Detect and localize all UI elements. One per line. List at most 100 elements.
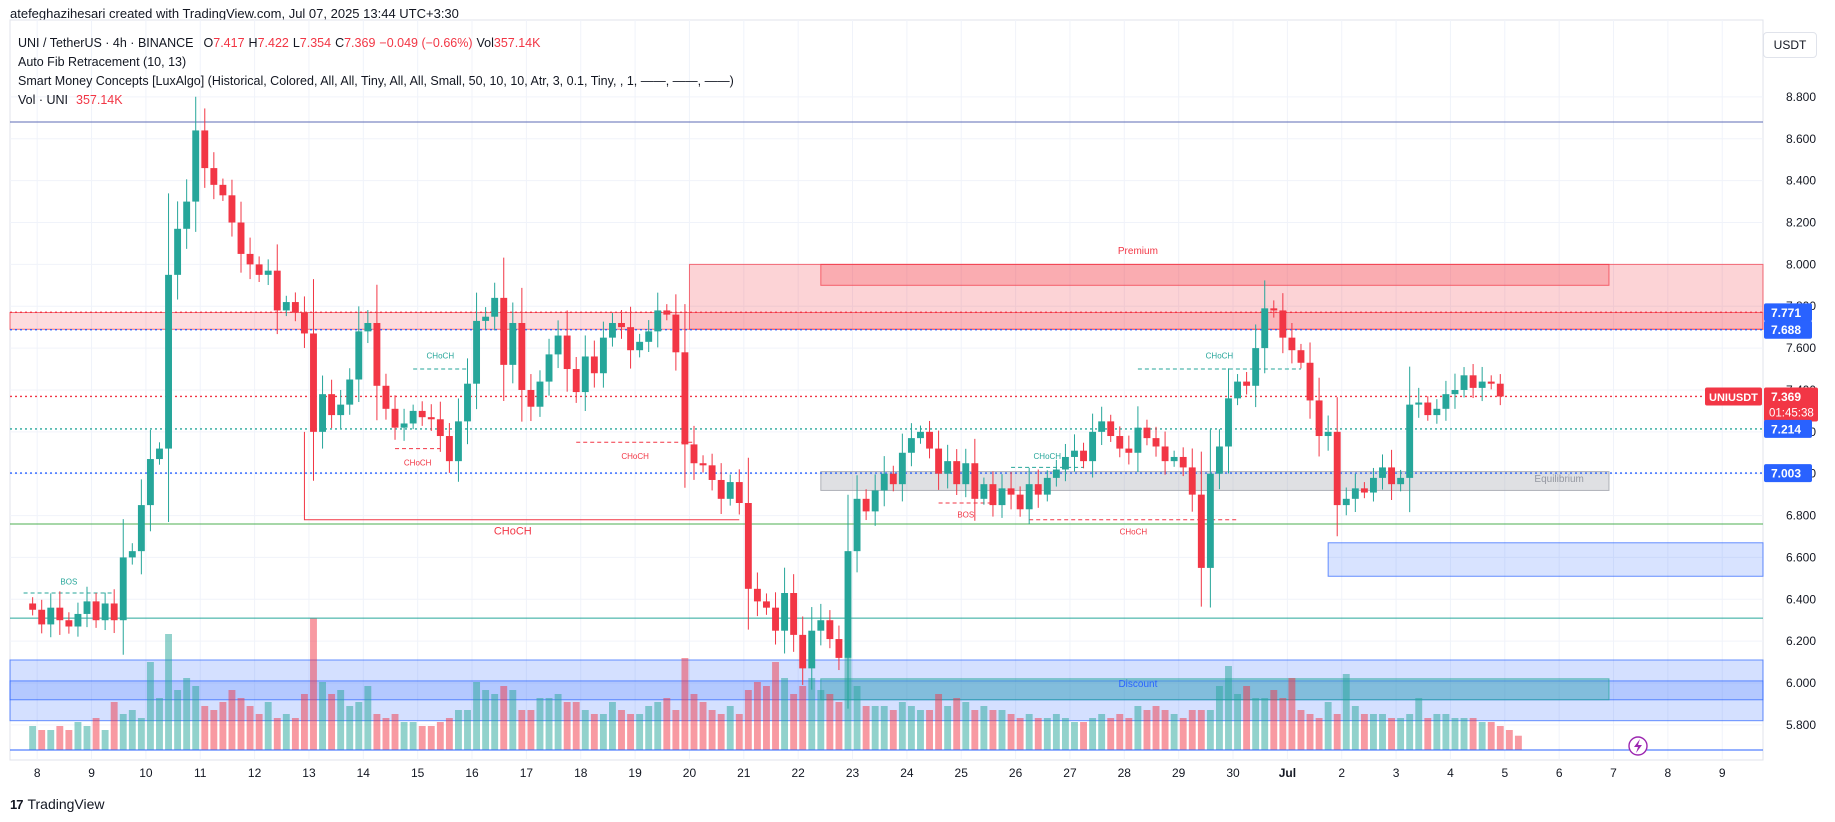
volume-bar — [518, 710, 526, 750]
volume-bar — [273, 718, 281, 750]
candle — [473, 292, 481, 410]
x-tick-label: 10 — [139, 766, 153, 780]
candle-body — [1179, 456, 1187, 468]
candle-body — [29, 603, 37, 610]
candle — [681, 304, 689, 488]
price-badge-text: 7.771 — [1771, 306, 1801, 320]
candle — [781, 567, 789, 654]
candle — [174, 201, 182, 300]
candle — [183, 179, 191, 249]
volume-bar — [1243, 686, 1251, 750]
candle-body — [681, 352, 689, 445]
x-tick-label: 12 — [248, 766, 262, 780]
candle-body — [554, 335, 562, 355]
candle-body — [1415, 402, 1423, 405]
candle — [1225, 368, 1232, 474]
high-label: H — [248, 36, 258, 50]
volume-bar — [174, 690, 182, 750]
candle — [554, 320, 562, 369]
candle — [156, 442, 163, 465]
candle-body — [482, 316, 490, 321]
candle — [1261, 280, 1269, 374]
volume-bar — [1071, 722, 1078, 750]
candle — [835, 625, 843, 671]
volume-bar — [1052, 714, 1060, 750]
symbol-title: UNI / TetherUS · 4h · BINANCE — [18, 36, 194, 50]
candle-body — [753, 588, 761, 602]
candle — [56, 591, 64, 635]
candle-body — [663, 310, 671, 315]
candle-body — [1379, 467, 1386, 478]
candle-body — [219, 184, 227, 196]
fib-indicator-row[interactable]: Auto Fib Retracement (10, 13) — [18, 53, 734, 72]
candle — [518, 287, 526, 422]
tradingview-logo-icon: 17 — [10, 796, 24, 812]
volume-indicator-row[interactable]: Vol · UNI 357.14K — [18, 91, 734, 110]
currency-button[interactable]: USDT — [1763, 32, 1817, 58]
candle — [1496, 374, 1504, 406]
structure-label: CHoCH — [1206, 352, 1234, 361]
bar-countdown-text: 01:45:38 — [1769, 407, 1814, 419]
volume-bar — [1080, 722, 1087, 750]
volume-bar — [255, 714, 263, 750]
volume-bar — [427, 726, 435, 750]
candle — [382, 373, 390, 420]
candle-body — [337, 404, 345, 416]
candle — [1333, 397, 1341, 537]
symbol-legend-row[interactable]: UNI / TetherUS · 4h · BINANCE O 7.417 H 7.… — [18, 34, 734, 53]
volume-bar — [1306, 714, 1314, 750]
volume-bar — [654, 702, 662, 750]
smc-indicator-row[interactable]: Smart Money Concepts [LuxAlgo] (Historic… — [18, 72, 734, 91]
price-badge-bg — [1764, 320, 1812, 339]
candle — [790, 574, 798, 652]
volume-bar — [201, 706, 209, 750]
x-tick-label: 27 — [1063, 766, 1077, 780]
candle-body — [1098, 421, 1106, 432]
price-badge-text: 7.688 — [1771, 323, 1801, 337]
volume-bar — [1433, 714, 1441, 750]
candle — [482, 307, 490, 330]
candle-body — [1043, 477, 1051, 495]
candle — [418, 401, 426, 426]
x-tick-label: 17 — [520, 766, 534, 780]
volume-bar — [364, 686, 372, 750]
candle — [38, 599, 46, 634]
candle-body — [1297, 350, 1305, 363]
candle-body — [772, 607, 779, 631]
candle-body — [1143, 427, 1151, 439]
high-value: 7.422 — [257, 36, 289, 50]
candle — [1116, 426, 1124, 458]
volume-bar — [799, 686, 807, 750]
candle — [364, 310, 372, 344]
x-tick-label: 6 — [1556, 766, 1563, 780]
candle-body — [110, 603, 118, 621]
candle-body — [844, 551, 852, 658]
volume-bar — [1460, 718, 1468, 750]
y-tick-label: 8.800 — [1786, 90, 1816, 104]
volume-value: 357.14K — [493, 36, 541, 50]
candle-body — [672, 314, 680, 353]
x-tick-label: 2 — [1338, 766, 1345, 780]
volume-bar — [83, 726, 91, 750]
tradingview-brand[interactable]: 17 TradingView — [10, 796, 105, 812]
x-tick-label: 23 — [846, 766, 860, 780]
volume-bar — [418, 726, 426, 750]
candle — [998, 474, 1006, 518]
candle — [853, 475, 861, 573]
candle — [137, 479, 145, 575]
volume-bar — [119, 714, 127, 750]
candle — [636, 333, 644, 358]
candle-body — [989, 484, 997, 506]
candle-body — [183, 201, 191, 229]
volume-bar — [853, 686, 861, 750]
volume-bar — [708, 710, 716, 750]
candle — [753, 572, 761, 617]
candle — [1469, 364, 1477, 399]
candle — [844, 494, 852, 709]
y-tick-label: 8.200 — [1786, 216, 1816, 230]
candle-body — [1016, 494, 1024, 510]
candle-body — [1116, 436, 1124, 449]
volume-bar — [1469, 718, 1477, 750]
candle-body — [808, 630, 816, 669]
